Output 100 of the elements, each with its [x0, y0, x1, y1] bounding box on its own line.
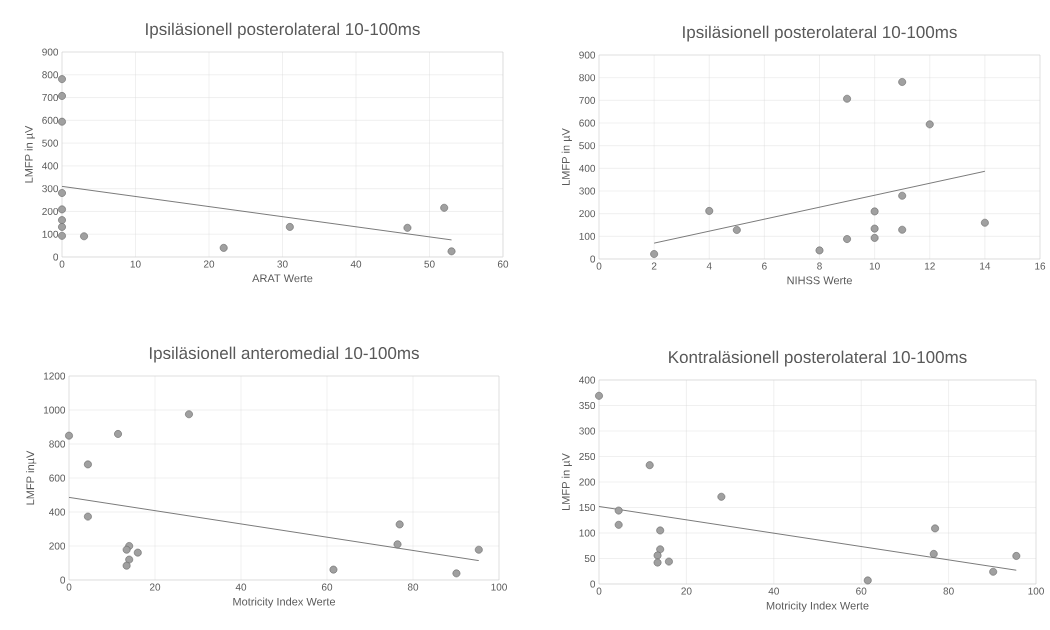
y-tick-label: 500 [42, 139, 59, 147]
x-tick-label: 40 [350, 260, 362, 268]
point [717, 492, 726, 501]
x-tick-label: 60 [856, 587, 867, 595]
point [898, 191, 907, 200]
point [329, 565, 338, 574]
point [980, 218, 989, 227]
point [665, 557, 673, 566]
x-tick-label: 60 [321, 583, 333, 591]
x-tick-label: 0 [596, 262, 602, 270]
y-tick-label: 400 [42, 162, 59, 170]
point [931, 524, 939, 533]
point [80, 232, 88, 241]
point [65, 431, 73, 440]
point [122, 561, 131, 570]
x-tick-label: 30 [277, 260, 288, 268]
y-tick-label: 300 [579, 187, 596, 195]
x-tick-label: 8 [817, 262, 822, 270]
chart-title: Ipsiläsionell anteromedial 10-100ms [149, 346, 419, 363]
y-tick-label: 400 [49, 508, 66, 516]
x-tick-label: 16 [1035, 262, 1046, 270]
point [989, 567, 998, 576]
x-tick-label: 40 [235, 583, 247, 591]
y-tick-label: 150 [579, 503, 596, 512]
point [925, 120, 934, 129]
y-tick-label: 0 [53, 253, 59, 261]
point [870, 224, 879, 233]
chart-title: Ipsiläsionell posterolateral 10-100ms [683, 25, 957, 42]
point [863, 576, 872, 585]
point [870, 207, 879, 216]
y-tick-label: 700 [579, 96, 596, 104]
y-tick-label: 1200 [43, 372, 66, 380]
point [84, 512, 92, 521]
x-tick-label: 14 [980, 262, 991, 270]
y-tick-label: 800 [579, 74, 596, 82]
point [843, 235, 851, 243]
x-tick-label: 20 [681, 587, 692, 595]
y-tick-label: 400 [579, 376, 596, 384]
point [614, 506, 623, 515]
point [395, 520, 404, 529]
x-tick-label: 80 [943, 587, 954, 595]
point [815, 246, 824, 255]
point [650, 250, 659, 258]
point [653, 558, 662, 567]
point [122, 545, 131, 554]
point [732, 226, 741, 234]
point [185, 410, 193, 419]
y-tick-label: 0 [590, 255, 596, 263]
y-tick-label: 200 [42, 207, 59, 215]
y-tick-label: 900 [42, 48, 59, 56]
chart-title: Kontraläsionell posterolateral 10-100ms [669, 350, 967, 367]
point [58, 231, 66, 240]
point [653, 551, 662, 560]
x-tick-label: 10 [869, 262, 880, 270]
point [1012, 552, 1021, 560]
y-tick-label: 200 [579, 478, 596, 486]
y-tick-label: 300 [42, 185, 59, 193]
chart-title: Ipsiläsionell posterolateral 10-100ms [146, 22, 420, 39]
point [58, 223, 66, 231]
y-tick-label: 200 [579, 210, 596, 218]
point [474, 545, 483, 554]
point [58, 189, 66, 197]
x-axis-title: ARAT Werte [252, 274, 313, 283]
point [58, 216, 66, 224]
y-tick-label: 100 [42, 230, 59, 238]
point [393, 540, 402, 549]
point [595, 391, 603, 400]
point [219, 243, 228, 252]
y-tick-label: 1000 [43, 406, 66, 414]
y-tick-label: 0 [60, 576, 66, 584]
point [452, 569, 461, 578]
y-axis-title: LMFP in µV [561, 453, 572, 510]
y-tick-label: 350 [579, 401, 596, 410]
y-tick-label: 400 [579, 164, 596, 172]
point [114, 430, 122, 438]
x-tick-label: 2 [651, 262, 657, 270]
point [58, 117, 66, 126]
point [440, 203, 449, 212]
y-tick-label: 600 [49, 474, 66, 482]
point [58, 205, 66, 214]
point [58, 92, 66, 100]
point [403, 223, 412, 232]
y-axis-title: LMFP inµV [26, 450, 37, 505]
point [656, 526, 665, 535]
x-tick-label: 100 [491, 583, 507, 591]
point [614, 520, 623, 529]
x-tick-label: 60 [497, 260, 509, 268]
x-tick-label: 0 [66, 583, 72, 591]
x-tick-label: 40 [768, 587, 779, 595]
y-tick-label: 300 [579, 427, 596, 435]
y-tick-label: 900 [579, 51, 596, 59]
x-tick-label: 20 [149, 583, 161, 591]
x-tick-label: 50 [424, 260, 435, 268]
x-axis-title: Motricity Index Werte [233, 597, 336, 608]
x-tick-label: 6 [762, 262, 767, 270]
y-tick-label: 600 [42, 116, 59, 124]
x-tick-label: 80 [407, 583, 419, 591]
point [58, 75, 66, 84]
point [843, 94, 851, 103]
y-tick-label: 250 [579, 452, 596, 461]
